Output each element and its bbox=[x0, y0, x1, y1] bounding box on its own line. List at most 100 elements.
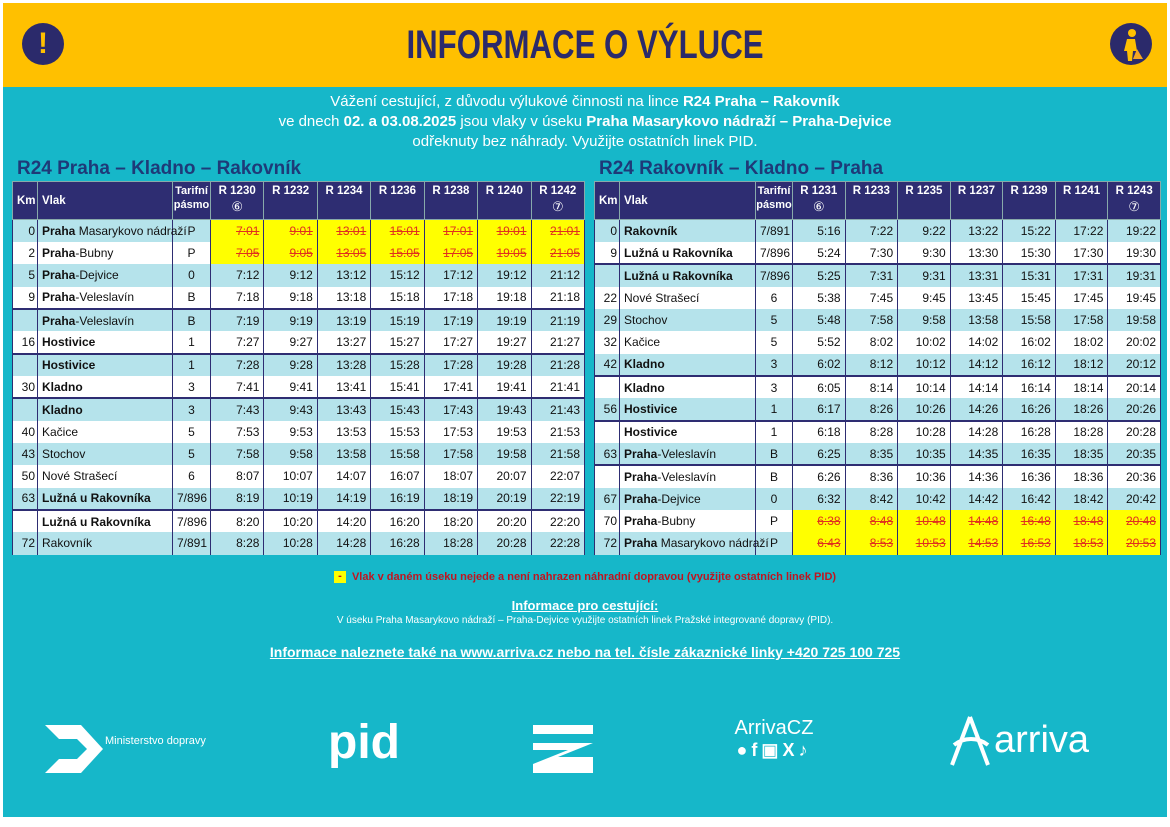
station-bold: Hostivice bbox=[42, 334, 96, 349]
time-cell: 20:12 bbox=[1107, 353, 1161, 376]
km-cell: 40 bbox=[12, 420, 38, 443]
time-cell: 20:20 bbox=[477, 508, 532, 533]
table-title-inbound: R24 Rakovník – Kladno – Praha bbox=[599, 158, 884, 179]
time-cell: 10:19 bbox=[263, 487, 318, 510]
cancelled-time-cell: 18:48 bbox=[1054, 509, 1109, 533]
table-row: 9 Lužná u Rakovníka 7/896 5:24 7:30 9:30 13:30… bbox=[594, 241, 1161, 265]
time-cell: 18:02 bbox=[1054, 331, 1109, 354]
time-cell: 15:41 bbox=[370, 375, 425, 399]
time-cell: 10:36 bbox=[897, 464, 951, 488]
header-km: Km bbox=[12, 181, 38, 220]
day-marker: ⑥ bbox=[231, 199, 244, 214]
time-cell: 14:14 bbox=[949, 374, 1004, 399]
time-cell: 19:22 bbox=[1107, 219, 1161, 242]
time-cell: 9:45 bbox=[897, 286, 951, 309]
time-cell: 17:31 bbox=[1054, 263, 1109, 287]
facebook-icon[interactable]: f bbox=[751, 740, 762, 760]
header-zone: Tarifní pásmo bbox=[172, 181, 211, 220]
zone-cell: 5 bbox=[755, 331, 793, 354]
time-cell: 13:58 bbox=[949, 308, 1004, 332]
header-train: R 1241 bbox=[1054, 181, 1109, 220]
header-train: R 1234 bbox=[316, 181, 372, 220]
zone-cell: 0 bbox=[755, 487, 793, 510]
time-cell: 8:02 bbox=[844, 331, 899, 354]
instagram-icon[interactable]: ▣ bbox=[761, 740, 783, 760]
time-cell: 17:58 bbox=[423, 442, 479, 466]
station-rest: Masarykovo nádraží bbox=[75, 223, 187, 238]
station-rest: -Veleslavín bbox=[657, 446, 717, 461]
day-marker bbox=[318, 199, 370, 214]
zone-cell: 3 bbox=[172, 375, 211, 399]
station-rest: Rakovník bbox=[42, 536, 93, 551]
time-cell: 9:58 bbox=[263, 442, 318, 466]
header-train: R 1231 ⑥ bbox=[792, 181, 846, 220]
station-rest: -Dejvice bbox=[75, 268, 119, 283]
zone-cell: 7/896 bbox=[172, 508, 211, 533]
time-cell: 15:19 bbox=[370, 307, 425, 332]
cancelled-time-cell: 8:48 bbox=[844, 509, 899, 533]
time-cell: 5:52 bbox=[792, 331, 846, 354]
arriva-logo: arriva bbox=[948, 715, 1089, 772]
zone-cell: 7/891 bbox=[755, 219, 793, 242]
time-cell: 5:38 bbox=[792, 286, 846, 309]
intro-line2b: jsou vlaky v úseku bbox=[456, 113, 587, 130]
station-rest: Stochov bbox=[42, 447, 86, 462]
messenger-icon[interactable]: ● bbox=[736, 740, 752, 760]
km-cell: 9 bbox=[594, 241, 620, 265]
time-cell: 7:45 bbox=[844, 286, 899, 309]
km-cell: 70 bbox=[594, 509, 620, 533]
time-cell: 6:25 bbox=[792, 442, 846, 466]
time-cell: 14:26 bbox=[949, 398, 1004, 421]
time-cell: 18:20 bbox=[423, 508, 479, 533]
table-row: 22 Nové Strašecí 6 5:38 7:45 9:45 13:45 15:45 17… bbox=[594, 286, 1161, 309]
station-cell: Lužná u Rakovníka bbox=[619, 263, 756, 287]
station-cell: Lužná u Rakovníka bbox=[619, 241, 756, 265]
table-row: 9 Praha-Veleslavín B 7:18 9:18 13:18 15:18 17:1… bbox=[12, 286, 586, 309]
time-cell: 6:17 bbox=[792, 398, 846, 421]
station-cell: Praha-Dejvice bbox=[619, 487, 756, 510]
tiktok-icon[interactable]: ♪ bbox=[798, 740, 812, 760]
table-row: 70 Praha-Bubny P 6:38 8:48 10:48 14:48 16:48 18:… bbox=[594, 509, 1161, 533]
zone-cell: B bbox=[755, 464, 793, 488]
time-cell: 16:02 bbox=[1002, 331, 1056, 354]
zone-cell: 6 bbox=[755, 286, 793, 309]
table-row: 2 Praha-Bubny P 7:05 9:05 13:05 15:05 17:05 19:0… bbox=[12, 241, 586, 265]
zone-cell: 5 bbox=[172, 442, 211, 466]
time-cell: 22:19 bbox=[530, 487, 586, 510]
table-row: Lužná u Rakovníka 7/896 5:25 7:31 9:31 13:31 1… bbox=[594, 263, 1161, 287]
time-cell: 14:02 bbox=[949, 331, 1004, 354]
table-row: 16 Hostivice 1 7:27 9:27 13:27 15:27 17:27 19:27… bbox=[12, 331, 586, 354]
zone-cell: 5 bbox=[755, 308, 793, 332]
station-rest: -Veleslavín bbox=[75, 313, 135, 328]
table-row: 63 Lužná u Rakovníka 7/896 8:19 10:19 14:19 16… bbox=[12, 487, 586, 510]
zone-cell: 7/891 bbox=[172, 532, 211, 555]
km-cell: 0 bbox=[594, 219, 620, 242]
x-icon[interactable]: X bbox=[782, 740, 799, 760]
km-cell: 5 bbox=[12, 264, 38, 287]
worker-icon bbox=[1110, 23, 1152, 65]
km-cell: 43 bbox=[12, 442, 38, 466]
time-cell: 10:12 bbox=[897, 353, 951, 376]
table-row: 72 Praha Masarykovo nádraží P 6:43 8:53 10:53… bbox=[594, 532, 1161, 555]
cancelled-time-cell: 15:05 bbox=[370, 241, 425, 265]
station-bold: Kladno bbox=[624, 380, 665, 395]
station-cell: Hostivice bbox=[619, 398, 756, 421]
cancelled-time-cell: 19:01 bbox=[477, 219, 532, 242]
time-cell: 8:36 bbox=[844, 464, 899, 488]
time-cell: 9:22 bbox=[897, 219, 951, 242]
time-cell: 13:28 bbox=[316, 352, 372, 376]
time-cell: 18:35 bbox=[1054, 442, 1109, 466]
station-cell: Praha Masarykovo nádraží bbox=[37, 219, 187, 242]
intro-line1: Vážení cestující, z důvodu výlukové činn… bbox=[330, 93, 683, 110]
time-cell: 9:27 bbox=[263, 331, 318, 354]
station-rest: -Dejvice bbox=[657, 491, 701, 506]
header-vlak: Vlak bbox=[37, 181, 173, 220]
time-cell: 5:24 bbox=[792, 241, 846, 265]
km-cell: 72 bbox=[594, 532, 620, 555]
day-marker bbox=[1056, 199, 1108, 214]
info-contact-link[interactable]: Informace naleznete také na www.arriva.c… bbox=[269, 644, 901, 660]
km-cell bbox=[594, 419, 620, 443]
time-cell: 6:18 bbox=[792, 419, 846, 443]
time-cell: 17:19 bbox=[423, 307, 479, 332]
header-train: R 1233 bbox=[844, 181, 899, 220]
